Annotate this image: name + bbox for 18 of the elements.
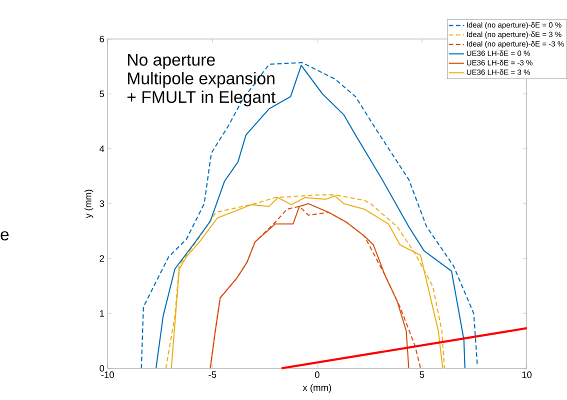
x-axis-title: x (mm) (302, 384, 332, 393)
y-tick-label: 3 (100, 200, 104, 208)
x-tick-label: 10 (522, 372, 532, 378)
y-tick-label: 1 (100, 310, 104, 317)
y-tick-label: 0 (100, 365, 104, 372)
y-tick-label: 5 (100, 90, 104, 98)
y-tick-label: 2 (100, 256, 104, 262)
y-tick-label: 4 (100, 146, 104, 152)
x-tick-label: -5 (208, 372, 216, 378)
x-tick-label: 0 (314, 372, 320, 378)
y-axis-title: y (mm) (84, 190, 94, 218)
x-tick-label: -10 (101, 372, 114, 378)
text: e (0, 231, 9, 241)
annotation: + FMULT in Elegant (127, 90, 276, 107)
annotation: No aperture (128, 54, 215, 70)
x-tick-label: 5 (420, 372, 424, 378)
annotation: Multipole expansion (128, 72, 274, 88)
y-tick-label: 6 (100, 36, 104, 43)
